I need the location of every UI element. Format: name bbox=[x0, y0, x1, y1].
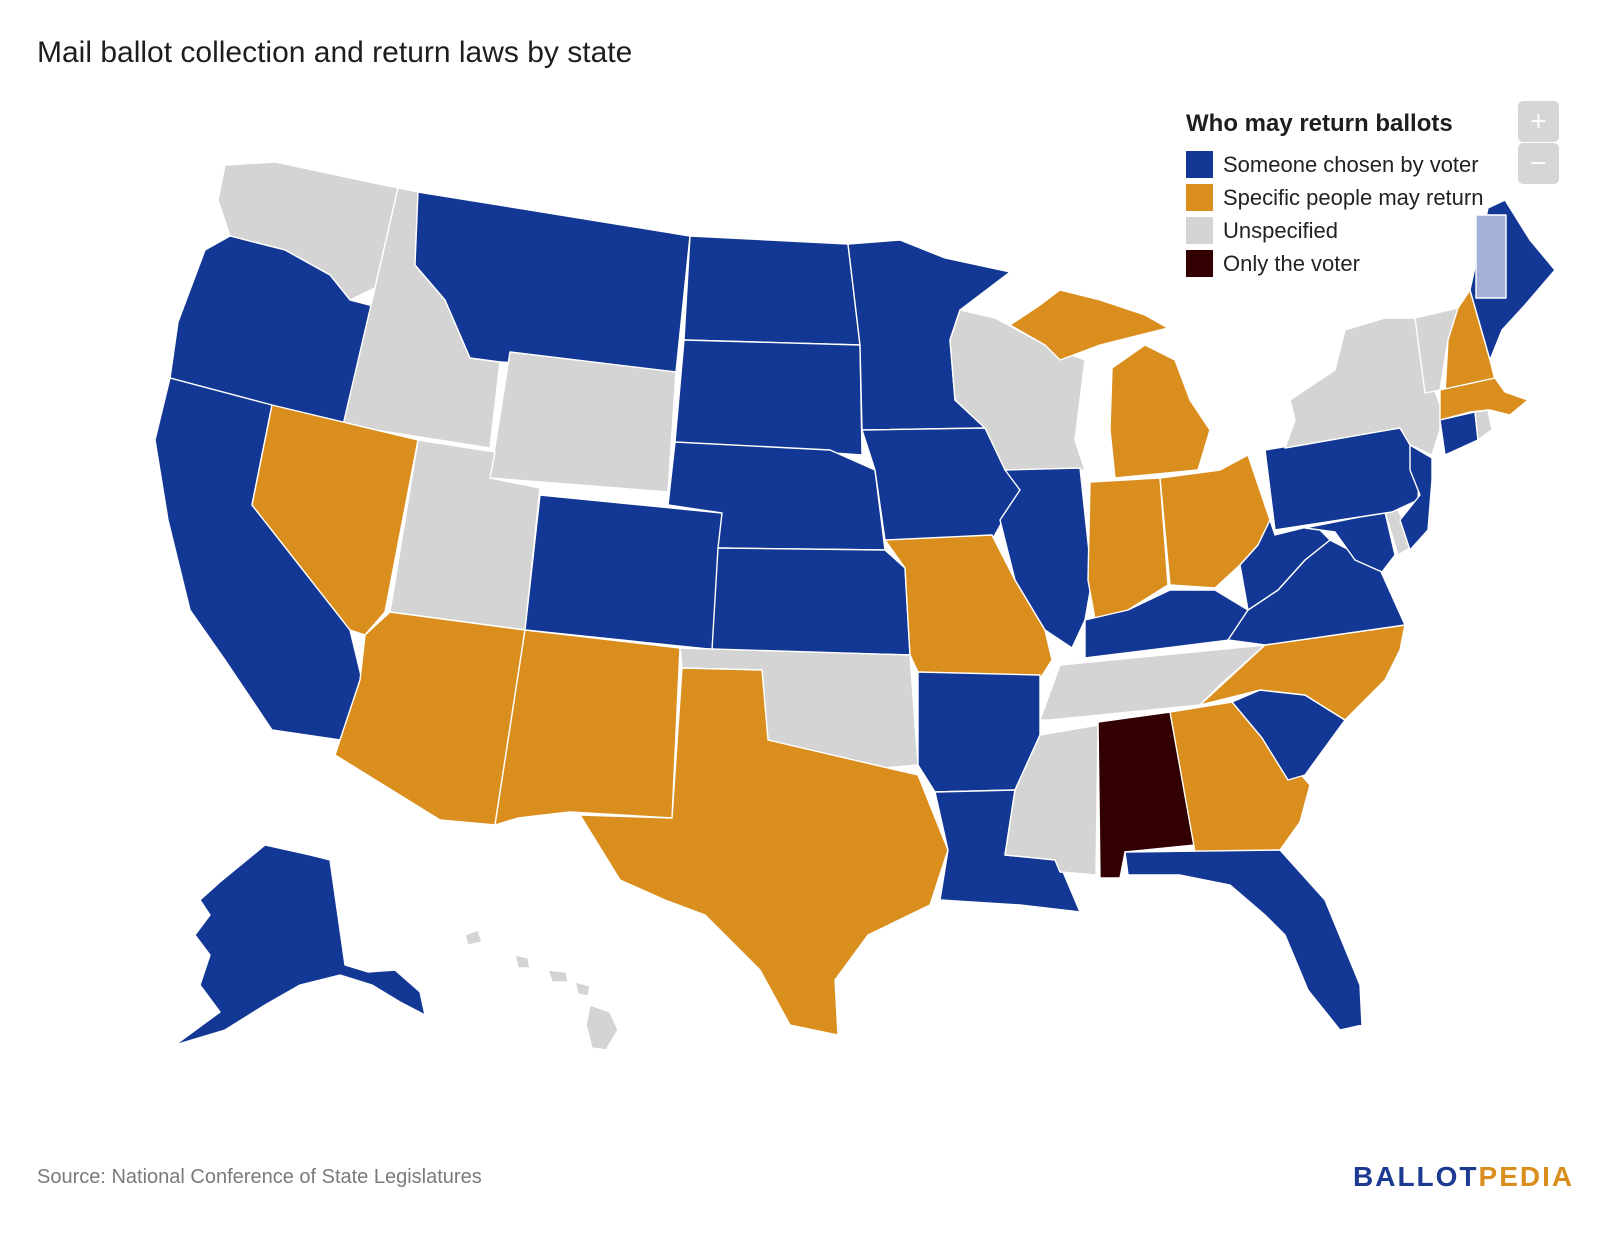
state-co[interactable] bbox=[524, 494, 723, 651]
state-mt[interactable] bbox=[414, 191, 691, 373]
legend-item-only-voter[interactable]: Only the voter bbox=[1186, 247, 1483, 280]
legend-label: Someone chosen by voter bbox=[1223, 151, 1479, 177]
state-hi-5[interactable] bbox=[585, 1004, 619, 1051]
state-ny[interactable] bbox=[1284, 317, 1441, 456]
state-nm[interactable] bbox=[494, 629, 681, 826]
legend-label: Only the voter bbox=[1223, 250, 1360, 276]
state-ky[interactable] bbox=[1084, 589, 1249, 659]
logo-part-ballot: BALLOT bbox=[1353, 1161, 1479, 1192]
legend-item-specific[interactable]: Specific people may return bbox=[1186, 181, 1483, 214]
legend-label: Unspecified bbox=[1223, 217, 1338, 243]
zoom-in-button[interactable]: + bbox=[1518, 101, 1559, 142]
state-nj[interactable] bbox=[1399, 444, 1433, 551]
state-hi-2[interactable] bbox=[514, 954, 531, 969]
state-il[interactable] bbox=[999, 467, 1093, 649]
ballotpedia-logo[interactable]: BALLOTPEDIA bbox=[1353, 1161, 1574, 1193]
state-ct[interactable] bbox=[1439, 411, 1479, 456]
state-mi-up[interactable] bbox=[1009, 289, 1169, 361]
state-nd[interactable] bbox=[683, 235, 861, 346]
state-ak[interactable] bbox=[174, 844, 426, 1046]
state-ri[interactable] bbox=[1474, 409, 1493, 441]
zoom-out-button[interactable]: − bbox=[1518, 143, 1559, 184]
legend-swatch bbox=[1186, 250, 1213, 277]
legend-swatch bbox=[1186, 217, 1213, 244]
state-hi-3[interactable] bbox=[547, 969, 569, 983]
state-mo[interactable] bbox=[884, 534, 1053, 683]
legend: Who may return ballots Someone chosen by… bbox=[1186, 110, 1483, 280]
state-ks[interactable] bbox=[711, 547, 911, 656]
logo-part-pedia: PEDIA bbox=[1478, 1161, 1575, 1192]
map-title: Mail ballot collection and return laws b… bbox=[37, 36, 633, 69]
legend-swatch bbox=[1186, 184, 1213, 211]
state-wv[interactable] bbox=[1239, 519, 1331, 611]
ne-highlight-box bbox=[1475, 214, 1507, 299]
state-tx[interactable] bbox=[579, 667, 949, 1036]
state-hi-1[interactable] bbox=[464, 929, 483, 946]
state-fl[interactable] bbox=[1124, 849, 1363, 1031]
legend-item-unspecified[interactable]: Unspecified bbox=[1186, 214, 1483, 247]
legend-title: Who may return ballots bbox=[1186, 110, 1453, 137]
legend-label: Specific people may return bbox=[1223, 184, 1484, 210]
source-note: Source: National Conference of State Leg… bbox=[37, 1166, 482, 1188]
state-vt[interactable] bbox=[1414, 307, 1459, 394]
legend-item-voter-chosen[interactable]: Someone chosen by voter bbox=[1186, 148, 1483, 181]
legend-swatch bbox=[1186, 151, 1213, 178]
state-az[interactable] bbox=[334, 611, 526, 826]
state-hi-4[interactable] bbox=[574, 981, 591, 997]
state-sd[interactable] bbox=[674, 339, 863, 456]
state-mi-lp[interactable] bbox=[1109, 344, 1211, 479]
state-wy[interactable] bbox=[489, 351, 677, 493]
